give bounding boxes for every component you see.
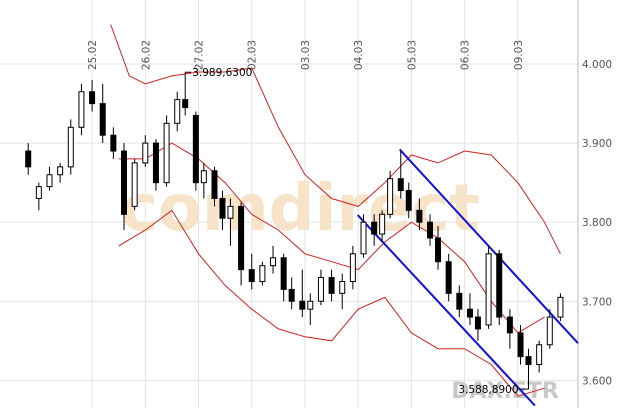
candle-body bbox=[456, 292, 463, 310]
x-tick-label: 05.03 bbox=[406, 40, 418, 70]
candle-body bbox=[152, 142, 159, 184]
candle-body bbox=[288, 288, 295, 302]
candle-body bbox=[227, 205, 234, 219]
candle-body bbox=[131, 162, 138, 207]
candle-body bbox=[379, 213, 386, 235]
x-tick-label: 27.02 bbox=[194, 40, 206, 70]
y-tick-label: 3.800 bbox=[582, 217, 612, 229]
candle-body bbox=[121, 150, 128, 215]
candle-body bbox=[349, 253, 356, 282]
watermark: comdirect bbox=[120, 172, 480, 246]
candle-body bbox=[360, 221, 367, 255]
candle-body bbox=[25, 150, 32, 168]
candle-body bbox=[219, 197, 226, 219]
candle-body bbox=[299, 300, 306, 310]
candle-body bbox=[110, 134, 117, 152]
candle-body bbox=[182, 99, 189, 109]
x-tick-label: 25.02 bbox=[87, 40, 99, 70]
candle-body bbox=[445, 261, 452, 294]
y-tick-label: 3.900 bbox=[582, 138, 612, 150]
x-tick-label: 09.03 bbox=[513, 40, 525, 70]
candle-body bbox=[435, 237, 442, 263]
annotation: 3.588,8900 bbox=[458, 384, 518, 396]
candle-body bbox=[517, 332, 524, 358]
candle-body bbox=[174, 99, 181, 124]
candle-body bbox=[99, 103, 106, 136]
candle-body bbox=[238, 205, 245, 271]
y-tick-label: 4.000 bbox=[582, 59, 612, 71]
candle-body bbox=[405, 190, 412, 211]
candle-body bbox=[46, 174, 53, 188]
candle-body bbox=[557, 296, 564, 318]
trend-line bbox=[356, 214, 536, 407]
band-line bbox=[118, 142, 545, 334]
candle-body bbox=[200, 170, 207, 184]
candle-body bbox=[427, 221, 434, 239]
annotation: 3.989,6300 bbox=[192, 67, 252, 79]
candle-body bbox=[525, 356, 532, 366]
candle-body bbox=[546, 316, 553, 346]
candle-body bbox=[339, 280, 346, 294]
x-tick-label: 02.03 bbox=[247, 40, 259, 70]
candle-body bbox=[35, 186, 42, 199]
candle-body bbox=[259, 265, 266, 282]
candle-body bbox=[485, 253, 492, 326]
candle-body bbox=[506, 316, 513, 334]
y-tick-label: 3.700 bbox=[582, 296, 612, 308]
candle-body bbox=[67, 126, 74, 168]
candle-body bbox=[466, 308, 473, 318]
candle-body bbox=[211, 170, 218, 199]
candle-body bbox=[387, 178, 394, 215]
candle-body bbox=[163, 122, 170, 184]
x-tick-label: 26.02 bbox=[140, 40, 152, 70]
x-tick-label: 06.03 bbox=[460, 40, 472, 70]
band-line bbox=[110, 24, 561, 255]
y-tick-label: 3.600 bbox=[582, 375, 612, 387]
candle-body bbox=[142, 142, 149, 164]
candle-body bbox=[416, 209, 423, 223]
candle-body bbox=[248, 269, 255, 282]
x-tick-label: 04.03 bbox=[353, 40, 365, 70]
candle-body bbox=[78, 91, 85, 128]
band-line bbox=[118, 209, 545, 397]
candle-body bbox=[371, 221, 378, 235]
candle-body bbox=[57, 166, 64, 176]
instrument-label: DAX.ETR bbox=[451, 379, 559, 404]
candle-body bbox=[280, 257, 287, 290]
candle-body bbox=[397, 178, 404, 192]
candle-body bbox=[89, 91, 96, 105]
candle-body bbox=[474, 316, 481, 330]
candle-body bbox=[328, 277, 335, 294]
candle-body bbox=[317, 277, 324, 302]
candle-body bbox=[270, 257, 277, 267]
candle-body bbox=[536, 344, 543, 366]
candle-body bbox=[496, 253, 503, 318]
candle-body bbox=[307, 300, 314, 310]
x-tick-label: 03.03 bbox=[300, 40, 312, 70]
candle-body bbox=[192, 114, 199, 184]
